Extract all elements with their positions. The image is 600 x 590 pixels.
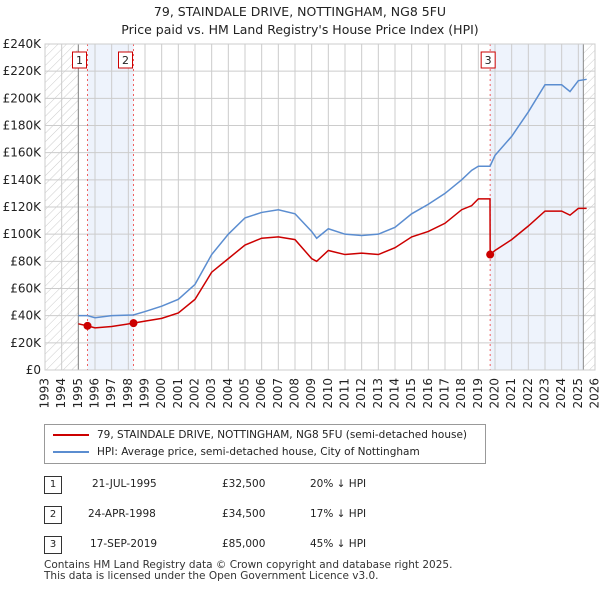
x-tick-label: 1999 [138, 378, 152, 409]
transaction-price: £34,500 [222, 508, 266, 520]
x-tick-label: 1998 [121, 378, 135, 409]
sale-label: 1 [76, 54, 83, 67]
transaction-hpi: 17% ↓ HPI [310, 508, 367, 520]
x-tick-label: 2014 [388, 378, 402, 409]
transaction-number: 1 [44, 476, 62, 494]
sale-label: 2 [122, 54, 129, 67]
transaction-price: £85,000 [222, 538, 266, 550]
footer: Contains HM Land Registry data © Crown c… [44, 560, 452, 582]
transaction-row: 3 17-SEP-2019 £85,000 45% ↓ HPI [44, 536, 544, 556]
y-tick-label: £80K [10, 254, 42, 268]
y-tick-label: £40K [10, 309, 42, 323]
legend-hpi: HPI: Average price, semi-detached house,… [97, 446, 420, 458]
plot-border [44, 43, 596, 371]
x-tick-label: 1995 [71, 378, 85, 409]
x-tick-label: 2022 [521, 378, 535, 409]
x-tick-label: 2017 [438, 378, 452, 409]
y-tick-label: £140K [3, 173, 43, 187]
x-tick-label: 2003 [204, 378, 218, 409]
legend: 79, STAINDALE DRIVE, NOTTINGHAM, NG8 5FU… [44, 424, 486, 464]
footer-copyright: Contains HM Land Registry data © Crown c… [44, 559, 453, 571]
x-tick-label: 2000 [154, 378, 168, 409]
x-tick-label: 1996 [88, 378, 102, 409]
y-tick-label: £240K [3, 37, 43, 51]
x-tick-label: 2015 [404, 378, 418, 409]
transaction-number: 2 [44, 506, 62, 524]
x-tick-label: 2006 [254, 378, 268, 409]
x-tick-label: 2021 [504, 378, 518, 409]
x-tick-label: 2004 [221, 378, 235, 409]
x-tick-label: 2008 [288, 378, 302, 409]
x-tick-label: 2009 [304, 378, 318, 409]
sale-label: 3 [485, 54, 492, 67]
x-tick-label: 2016 [421, 378, 435, 409]
y-tick-label: £100K [3, 227, 43, 241]
sale-point [83, 321, 92, 330]
x-tick-label: 2005 [238, 378, 252, 409]
x-tick-label: 2013 [371, 378, 385, 409]
y-tick-label: £0 [26, 363, 41, 377]
transaction-price: £32,500 [222, 478, 266, 490]
y-tick-label: £200K [3, 91, 43, 105]
transaction-hpi: 45% ↓ HPI [310, 538, 367, 550]
x-tick-label: 2018 [454, 378, 468, 409]
x-tick-label: 1997 [104, 378, 118, 409]
x-tick-label: 2007 [271, 378, 285, 409]
y-tick-label: £220K [3, 64, 43, 78]
y-tick-label: £160K [3, 146, 43, 160]
x-tick-label: 2019 [471, 378, 485, 409]
y-tick-label: £120K [3, 200, 43, 214]
chart-title: 79, STAINDALE DRIVE, NOTTINGHAM, NG8 5FU [153, 4, 447, 19]
chart-subtitle: Price paid vs. HM Land Registry's House … [121, 22, 479, 37]
transaction-row: 1 21-JUL-1995 £32,500 20% ↓ HPI [44, 476, 544, 496]
x-tick-label: 2010 [321, 378, 335, 409]
x-tick-label: 2023 [538, 378, 552, 409]
legend-property: 79, STAINDALE DRIVE, NOTTINGHAM, NG8 5FU… [97, 429, 468, 441]
x-tick-label: 2026 [588, 378, 600, 409]
legend-swatch-property [53, 434, 89, 436]
x-tick-label: 2024 [554, 378, 568, 409]
sale-label-box [72, 51, 87, 69]
x-tick-label: 1994 [54, 378, 68, 409]
sale-point [129, 319, 138, 328]
transaction-hpi: 20% ↓ HPI [310, 478, 367, 490]
y-tick-label: £180K [3, 119, 43, 133]
price-chart: 1993 1994 1995 1996 1997 1998 1999 2000 2001 2002… [3, 37, 600, 409]
x-tick-label: 1993 [38, 378, 52, 409]
transaction-number: 3 [44, 536, 62, 554]
x-tick-label: 2002 [188, 378, 202, 409]
x-tick-label: 2012 [354, 378, 368, 409]
y-tick-label: £60K [10, 282, 42, 296]
legend-swatch-hpi [53, 451, 89, 453]
transaction-date: 21-JUL-1995 [92, 478, 157, 490]
hpi-line [78, 78, 587, 319]
footer-license: This data is licensed under the Open Gov… [44, 570, 379, 582]
transaction-date: 17-SEP-2019 [90, 538, 158, 550]
sale-label-box [118, 51, 133, 69]
transaction-date: 24-APR-1998 [88, 508, 156, 520]
y-tick-label: £20K [10, 336, 42, 350]
x-tick-label: 2011 [338, 378, 352, 409]
transaction-row: 2 24-APR-1998 £34,500 17% ↓ HPI [44, 506, 544, 526]
property-price-line [78, 198, 587, 329]
x-tick-label: 2020 [488, 378, 502, 409]
x-tick-label: 2001 [171, 378, 185, 409]
sale-label-box [480, 51, 496, 69]
sale-point [486, 250, 495, 259]
x-tick-label: 2025 [571, 378, 585, 409]
